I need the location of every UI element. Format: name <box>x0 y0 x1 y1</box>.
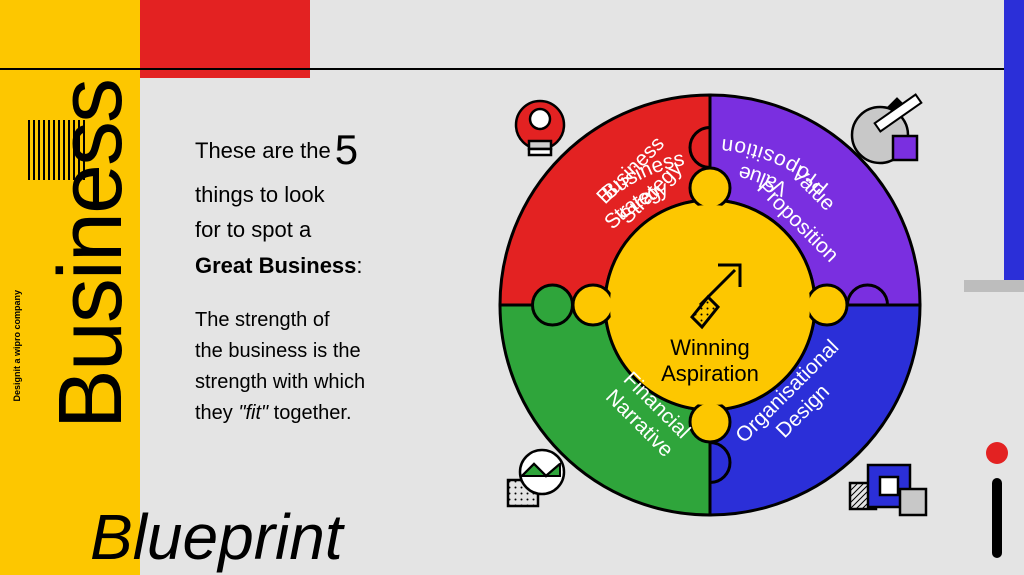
bg-red-block <box>140 0 310 78</box>
title-main: Business <box>40 80 143 429</box>
title-sub: Blueprint <box>90 500 343 574</box>
shapes-icon <box>852 95 921 163</box>
center-label-2: Aspiration <box>661 361 759 386</box>
intro-text: These are the5 things to look for to spo… <box>195 110 445 283</box>
blocks-icon <box>850 465 926 515</box>
sub-text: The strength of the business is the stre… <box>195 305 455 429</box>
bulb-icon <box>516 101 564 155</box>
blue-strip <box>1004 0 1024 290</box>
puzzle-wheel: Winning Aspiration Business Strategy Val… <box>460 55 960 555</box>
center-label-1: Winning <box>670 335 749 360</box>
infographic-canvas: Designit a wipro company Business Bluepr… <box>0 0 1024 575</box>
black-bar-icon <box>992 478 1002 558</box>
chart-icon <box>508 450 564 506</box>
gray-strip <box>964 280 1024 292</box>
red-dot-icon <box>986 442 1008 464</box>
company-credit: Designit a wipro company <box>12 290 22 402</box>
